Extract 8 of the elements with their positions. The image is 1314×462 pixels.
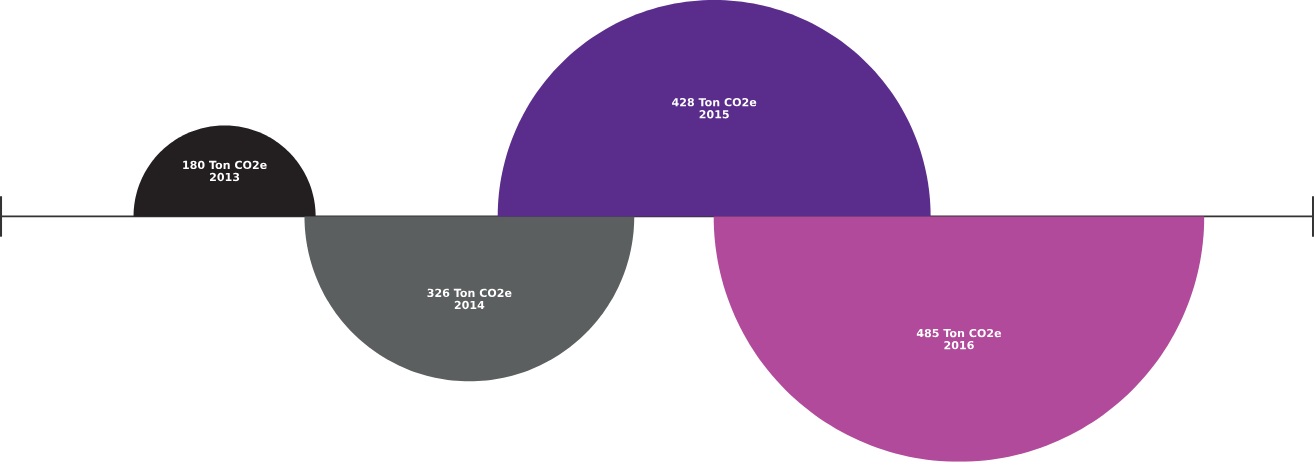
data-label: 428 Ton CO2e — [672, 98, 757, 107]
data-label: 485 Ton CO2e — [916, 328, 1002, 338]
category-label: 2013 — [210, 172, 240, 182]
category-label: 2016 — [944, 341, 974, 350]
category-label: 2014 — [454, 300, 485, 310]
data-label: 180 Ton CO2e — [183, 160, 267, 170]
data-label: 326 Ton CO2e — [427, 288, 512, 298]
category-label: 2015 — [699, 110, 729, 119]
